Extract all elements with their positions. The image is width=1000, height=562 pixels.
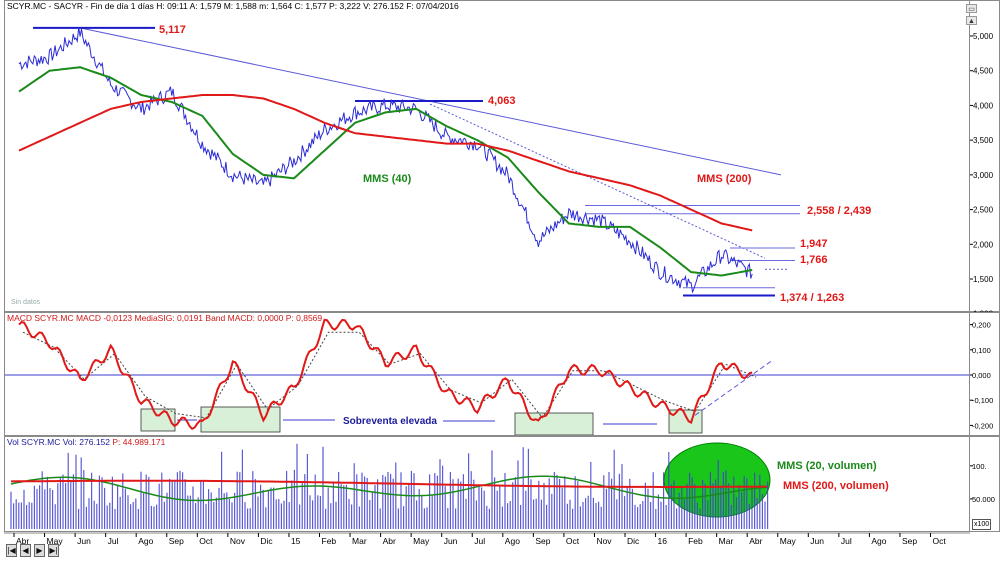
price-line xyxy=(18,27,753,294)
price-tick-label: 2,000 xyxy=(973,240,994,249)
vol-title-text: Vol SCYR.MC Vol: 276.152 xyxy=(7,437,113,447)
vol-title-value: P: 44.989.171 xyxy=(112,437,166,447)
nav-prev-icon[interactable]: ◀ xyxy=(20,544,31,557)
expand-icon[interactable]: ▭ xyxy=(966,4,977,13)
vol-ma20-line xyxy=(10,475,768,502)
macd-axis-svg: 0,200 0,100 0,000 -0,100 -0,200 xyxy=(970,321,993,430)
price-tick-label: 4,000 xyxy=(973,101,994,110)
macd-tick-label: -0,100 xyxy=(972,396,993,405)
month-tick-label: Feb xyxy=(322,536,337,546)
label-5117: 5,117 xyxy=(159,24,186,36)
oversold-zone-1 xyxy=(140,408,176,432)
label-vol-ma200: MMS (200, volumen) xyxy=(783,480,889,492)
price-tick-label: 4,500 xyxy=(973,67,994,76)
month-tick-label: Sep xyxy=(902,536,917,546)
label-ma40: MMS (40) xyxy=(363,173,412,185)
label-1947: 1,947 xyxy=(800,238,828,250)
ma40-line xyxy=(18,66,753,277)
label-1766: 1,766 xyxy=(800,254,828,266)
vol-title: Vol SCYR.MC Vol: 276.152 P: 44.989.171 xyxy=(7,437,165,447)
month-tick-label: Abr xyxy=(16,536,29,546)
month-tick-label: Jun xyxy=(810,536,824,546)
price-chart: 5,117 4,063 2,558 / 2,439 1,947 1,766 1,374 /… xyxy=(18,24,871,304)
macd-tick-label: -0,200 xyxy=(972,421,993,430)
month-tick-label: May xyxy=(47,536,64,546)
month-tick-label: Jul xyxy=(474,536,485,546)
label-4063: 4,063 xyxy=(488,95,516,107)
macd-title-value: 0,8569 xyxy=(296,313,323,323)
month-tick-label: Nov xyxy=(596,536,612,546)
month-tick-label: Mar xyxy=(352,536,367,546)
trendline-dotted xyxy=(429,103,766,259)
macd-axis: 0,200 0,100 0,000 -0,100 -0,200 xyxy=(970,312,1000,436)
month-tick-label: Oct xyxy=(566,536,580,546)
volume-axis: 100. 50.000 x100 xyxy=(970,436,1000,532)
label-ma200: MMS (200) xyxy=(697,173,752,185)
nav-first-icon[interactable]: |◀ xyxy=(6,544,17,557)
vol-axis-svg: 100. 50.000 xyxy=(970,462,995,504)
price-title-text: SCYR.MC - SACYR - Fin de día 1 días H: 0… xyxy=(7,1,459,11)
month-tick-label: Jun xyxy=(77,536,91,546)
volume-pane: Vol SCYR.MC Vol: 276.152 P: 44.989.171 M… xyxy=(4,436,970,532)
vol-ma200-line xyxy=(10,479,767,488)
month-tick-label: Ago xyxy=(871,536,886,546)
price-axis: 5,000 4,500 4,000 3,500 3,000 2,500 2,000 1,500… xyxy=(970,0,1000,319)
month-tick-label: Ago xyxy=(138,536,153,546)
scroll-up-icon[interactable]: ▲ xyxy=(966,16,977,25)
vol-corner-label: x100 xyxy=(972,519,992,530)
month-tick-label: Sep xyxy=(169,536,184,546)
label-oversold: Sobreventa elevada xyxy=(343,416,437,427)
month-tick-label: Mar xyxy=(719,536,734,546)
macd-tick-label: 0,000 xyxy=(972,371,991,380)
month-tick-label: Dic xyxy=(260,536,273,546)
month-tick-label: Jul xyxy=(841,536,852,546)
price-tick-label: 1,500 xyxy=(973,275,994,284)
vol-tick-label: 100. xyxy=(972,462,987,471)
month-tick-label: Abr xyxy=(383,536,396,546)
nav-last-icon[interactable]: ▶| xyxy=(48,544,59,557)
price-pane: SCYR.MC - SACYR - Fin de día 1 días H: 0… xyxy=(4,0,970,312)
ma200-line xyxy=(18,94,753,232)
price-title: SCYR.MC - SACYR - Fin de día 1 días H: 0… xyxy=(7,1,459,11)
watermark: Sin datos xyxy=(11,299,41,306)
price-tick-label: 5,000 xyxy=(973,32,994,41)
month-tick-label: Oct xyxy=(199,536,213,546)
month-tick-label: Ago xyxy=(505,536,520,546)
month-tick-label: Jun xyxy=(444,536,458,546)
label-vol-ma20: MMS (20, volumen) xyxy=(777,460,877,472)
month-tick-label: Sep xyxy=(535,536,550,546)
month-tick-label: Feb xyxy=(688,536,703,546)
month-tick-label: Nov xyxy=(230,536,246,546)
month-tick-label: Jul xyxy=(108,536,119,546)
month-tick-label: Dic xyxy=(627,536,640,546)
macd-tick-label: 0,100 xyxy=(972,346,991,355)
month-tick-label: May xyxy=(413,536,430,546)
month-tick-label: 16 xyxy=(658,536,668,546)
label-1374: 1,374 / 1,263 xyxy=(780,292,844,304)
macd-signal-line xyxy=(22,331,757,419)
month-axis: Abr May Jun Jul Ago Sep Oct Nov Dic 15 Feb Mar Abr Ma… xyxy=(4,532,970,546)
macd-pane: MACD SCYR.MC MACD -0,0123 MediaSIG: 0,01… xyxy=(4,312,970,436)
macd-chart: Sobreventa elevada xyxy=(5,318,969,435)
volume-chart: MMS (20, volumen) MMS (200, volumen) xyxy=(10,442,889,529)
month-tick-label: Oct xyxy=(933,536,947,546)
nav-next-icon[interactable]: ▶ xyxy=(34,544,45,557)
macd-line xyxy=(18,318,753,431)
month-tick-label: 15 xyxy=(291,536,301,546)
price-tick-label: 2,500 xyxy=(973,206,994,215)
month-tick-label: May xyxy=(780,536,797,546)
macd-tick-label: 0,200 xyxy=(972,321,991,330)
price-axis-svg: 5,000 4,500 4,000 3,500 3,000 2,500 2,000 1,500… xyxy=(970,32,994,319)
macd-title: MACD SCYR.MC MACD -0,0123 MediaSIG: 0,01… xyxy=(7,313,322,323)
month-tick-label: Abr xyxy=(749,536,762,546)
vol-tick-label: 50.000 xyxy=(972,495,995,504)
price-tick-label: 3,500 xyxy=(973,136,994,145)
oversold-zone-3 xyxy=(514,412,594,435)
macd-title-text: MACD SCYR.MC MACD -0,0123 MediaSIG: 0,01… xyxy=(7,313,297,323)
label-2558: 2,558 / 2,439 xyxy=(807,205,871,217)
price-tick-label: 3,000 xyxy=(973,171,994,180)
